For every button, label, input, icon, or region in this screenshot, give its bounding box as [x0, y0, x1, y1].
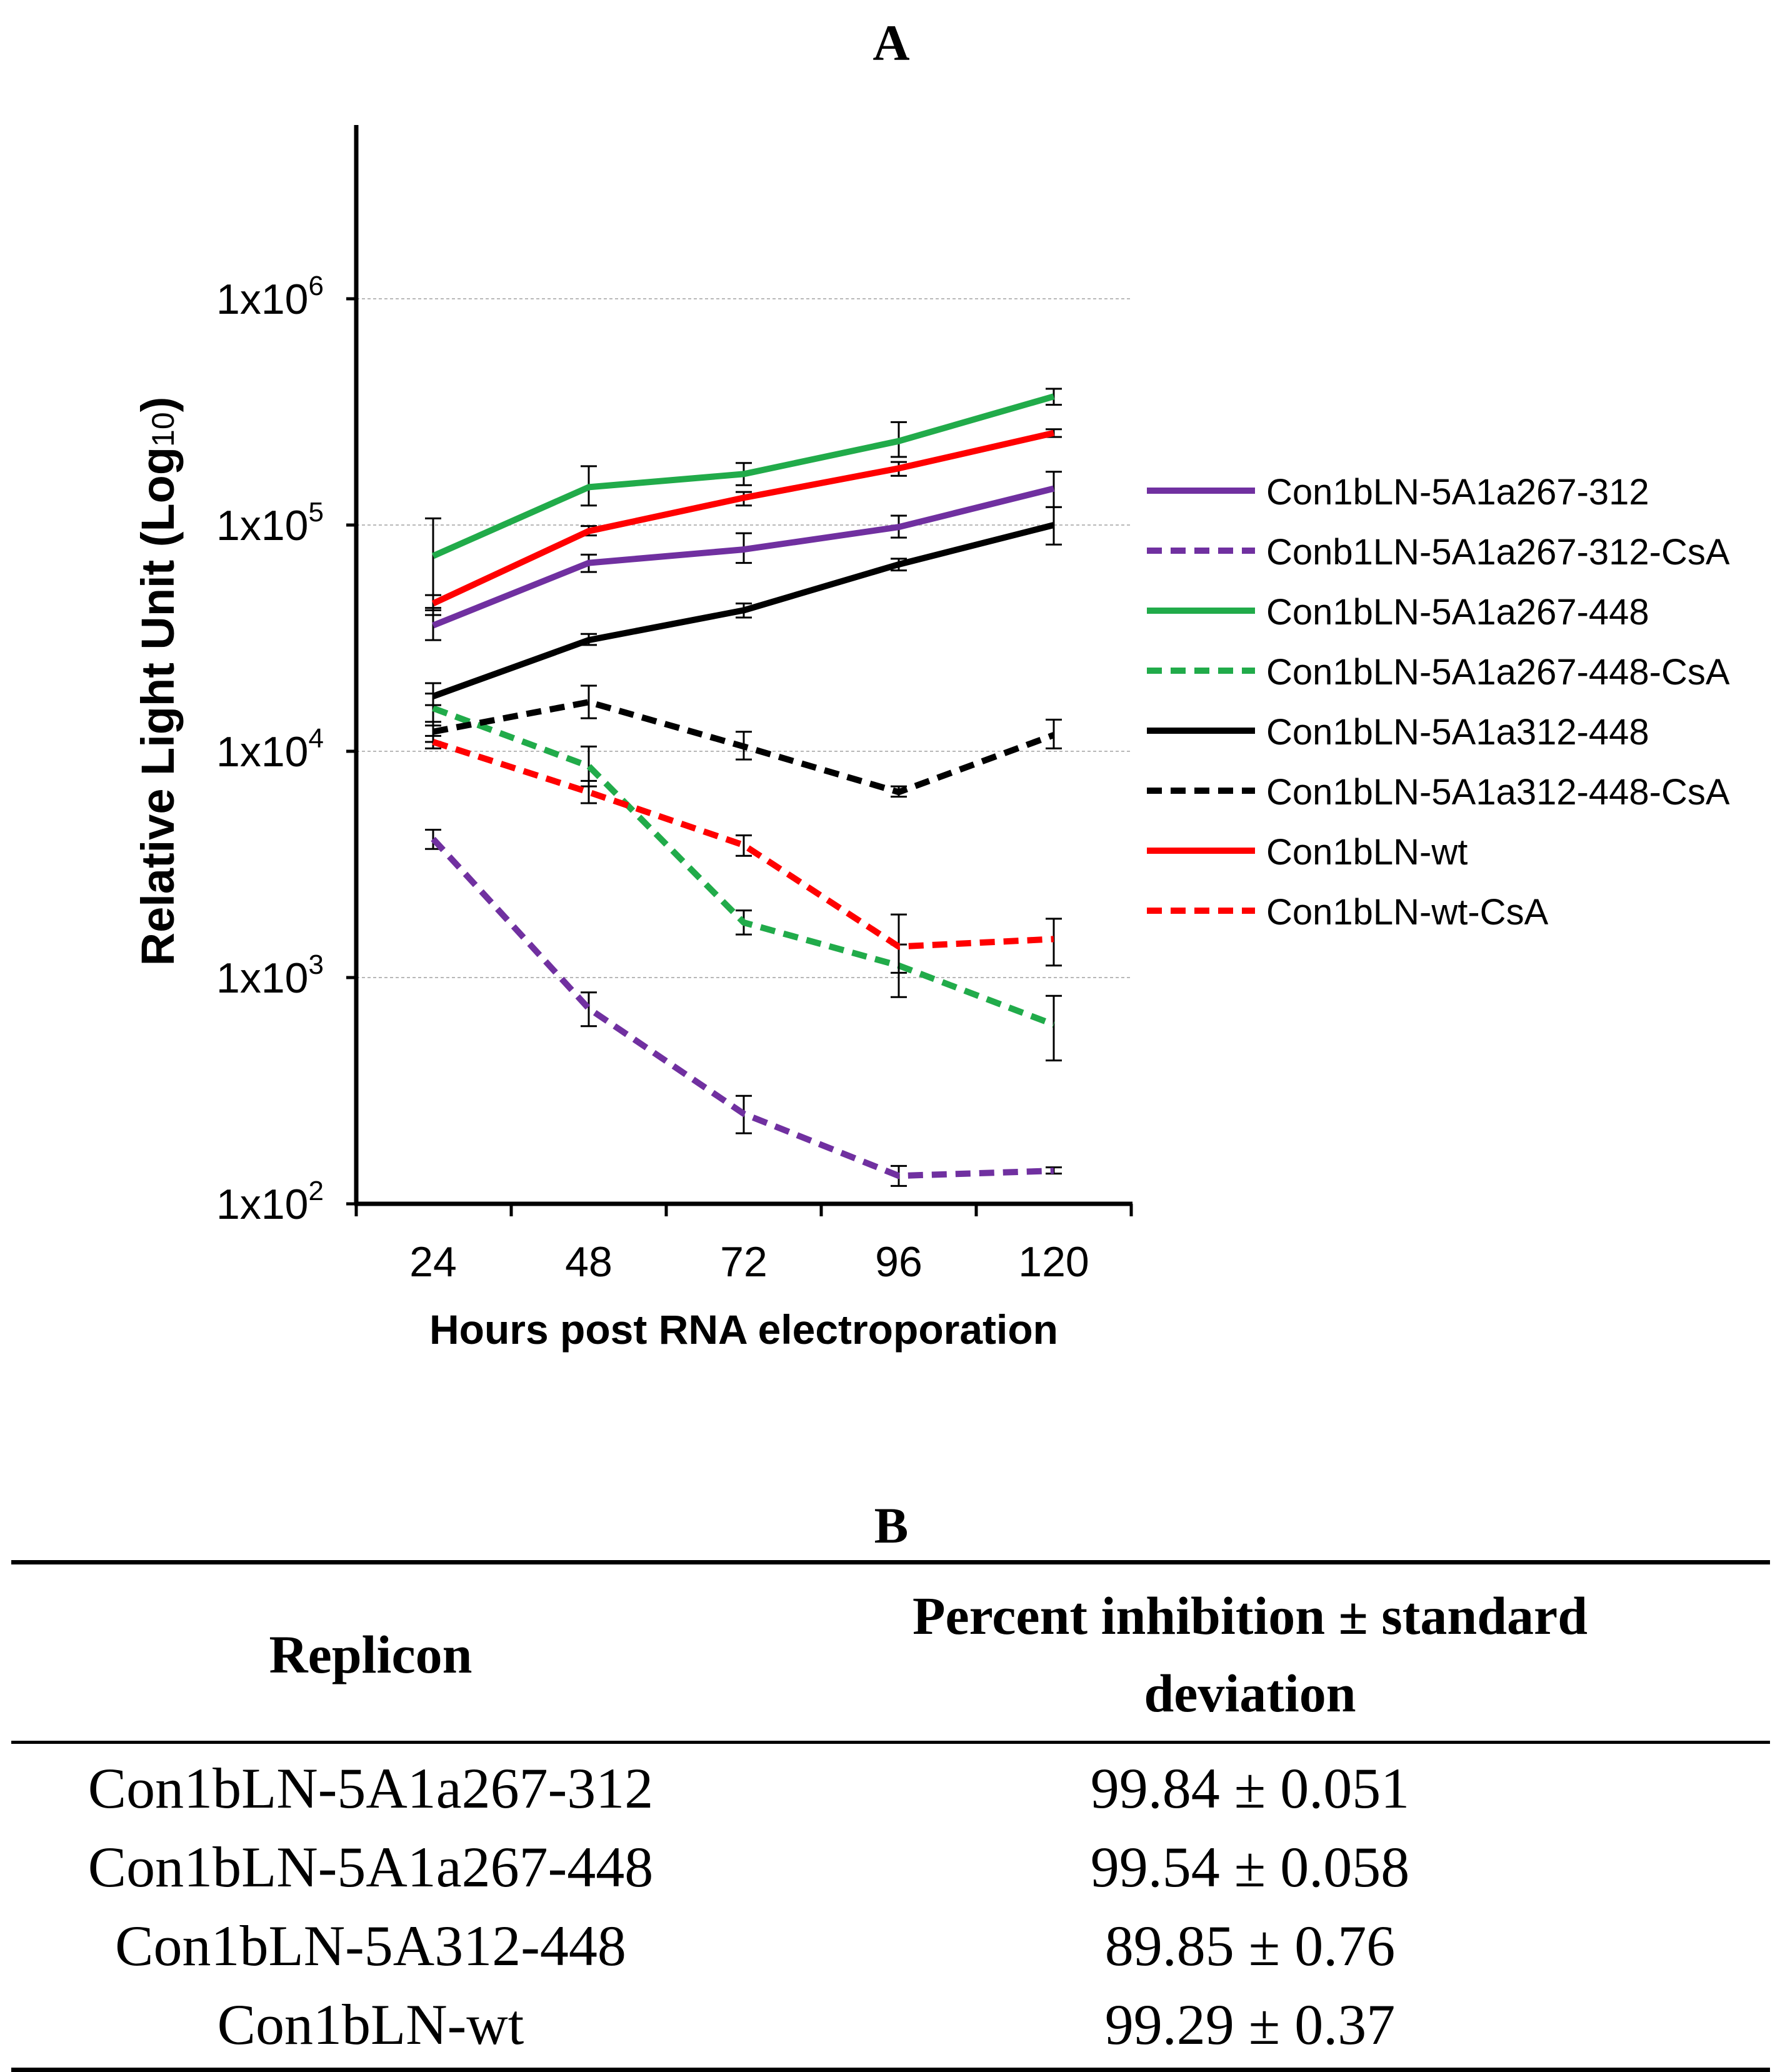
series-line: [431, 393, 1055, 559]
legend-item: Con1bLN-wt-CsA: [1147, 892, 1549, 933]
inhibition-cell: 99.54 ± 0.058: [1090, 1835, 1410, 1899]
x-tick-label: 72: [720, 1238, 768, 1286]
legend: Con1bLN-5A1a267-312 Conb1LN-5A1a267-312-C…: [1147, 472, 1730, 933]
gridlines: [356, 298, 1130, 978]
header-percent-inhibition: Percent inhibition ± standard deviation: [730, 1563, 1770, 1743]
inhibition-cell: 99.84 ± 0.051: [1090, 1756, 1410, 1820]
series-6: [425, 684, 1062, 798]
y-tick-base: 1x10: [216, 276, 308, 323]
x-tick-label: 48: [565, 1238, 612, 1286]
x-tick-label: 120: [1018, 1238, 1089, 1286]
table-row: Con1bLN-5A312-448 89.85 ± 0.76: [11, 1906, 1770, 1985]
legend-item: Con1bLN-5A1a312-448-CsA: [1147, 772, 1730, 813]
y-tick-label: 1x104: [216, 723, 324, 776]
legend-item: Con1bLN-5A1a312-448: [1147, 712, 1649, 753]
y-tick-label: 1x105: [216, 497, 324, 549]
x-tick-label: 24: [409, 1238, 457, 1286]
error-bar: [1046, 718, 1062, 749]
series: [425, 388, 1062, 1187]
y-tick-label: 1x102: [216, 1176, 324, 1228]
legend-label: Con1bLN-5A1a267-312: [1266, 472, 1649, 513]
series-5: [425, 506, 1062, 706]
legend-label: Con1bLN-wt-CsA: [1266, 892, 1549, 933]
x-axis-label: Hours post RNA electroporation: [429, 1306, 1058, 1353]
y-tick-exponent: 3: [309, 949, 324, 980]
series-line: [432, 699, 1055, 796]
legend-item: Con1bLN-wt: [1147, 832, 1468, 873]
legend-item: Con1bLN-5A1a267-448: [1147, 592, 1649, 633]
panel-b-label: B: [874, 1497, 909, 1554]
legend-label: Con1bLN-5A1a267-448: [1266, 592, 1649, 633]
series-8: [425, 734, 1062, 974]
table-row: Con1bLN-wt 99.29 ± 0.37: [11, 1985, 1770, 2070]
replicon-cell: Con1bLN-5A1a267-312: [88, 1756, 654, 1820]
legend-label: Con1bLN-5A1a312-448-CsA: [1266, 772, 1730, 813]
error-bar: [1046, 994, 1062, 1062]
panel-a-label: A: [872, 14, 910, 71]
table-header-row: Replicon Percent inhibition ± standard de…: [11, 1562, 1770, 1743]
y-tick-exponent: 2: [309, 1176, 324, 1206]
inhibition-cell: 89.85 ± 0.76: [1104, 1914, 1396, 1978]
legend-label: Con1bLN-5A1a267-448-CsA: [1266, 652, 1730, 693]
table-row: Con1bLN-5A1a267-312 99.84 ± 0.051: [11, 1743, 1770, 1828]
y-tick-exponent: 4: [309, 723, 324, 754]
y-tick-base: 1x10: [216, 728, 308, 776]
series-line: [431, 429, 1055, 607]
legend-item: Con1bLN-5A1a267-312: [1147, 472, 1649, 513]
legend-label: Con1bLN-wt: [1266, 832, 1468, 873]
legend-label: Conb1LN-5A1a267-312-CsA: [1266, 532, 1730, 573]
series-line: [432, 522, 1055, 699]
series-2: [425, 829, 1062, 1187]
error-bar: [581, 779, 597, 804]
series-line: [432, 705, 1055, 1028]
x-tick-label: 96: [875, 1238, 922, 1286]
replicon-cell: Con1bLN-wt: [217, 1993, 524, 2056]
y-tick-exponent: 6: [309, 271, 324, 301]
y-tick-label: 1x103: [216, 949, 324, 1002]
series-line: [432, 739, 1054, 950]
series-3: [425, 388, 1062, 609]
series-7: [425, 428, 1062, 616]
legend-item: Con1bLN-5A1a267-448-CsA: [1147, 652, 1730, 693]
replicon-cell: Con1bLN-5A312-448: [115, 1914, 626, 1978]
inhibition-cell: 99.29 ± 0.37: [1104, 1993, 1396, 2056]
header-replicon: Replicon: [269, 1624, 472, 1684]
y-tick-exponent: 5: [309, 497, 324, 528]
series-line: [432, 485, 1055, 629]
legend-item: Conb1LN-5A1a267-312-CsA: [1147, 532, 1730, 573]
replicon-cell: Con1bLN-5A1a267-448: [88, 1835, 654, 1899]
y-axis-label: Relative Light Unit (Log10): [132, 397, 184, 966]
y-tick-base: 1x10: [216, 1181, 308, 1228]
y-tick-base: 1x10: [216, 502, 308, 549]
error-bar: [581, 684, 597, 719]
y-tick-label: 1x106: [216, 271, 324, 323]
error-bar: [581, 991, 597, 1028]
axes: [354, 125, 1132, 1206]
error-bar: [736, 834, 752, 857]
header-inhibition-line1: Percent inhibition ± standard: [912, 1586, 1588, 1646]
header-inhibition-line2: deviation: [1144, 1663, 1356, 1723]
y-tick-base: 1x10: [216, 954, 308, 1002]
error-bar: [425, 594, 441, 616]
series-line: [431, 836, 1054, 1179]
table-row: Con1bLN-5A1a267-448 99.54 ± 0.058: [11, 1828, 1770, 1906]
inhibition-table: Replicon Percent inhibition ± standard de…: [11, 1560, 1770, 2072]
legend-label: Con1bLN-5A1a312-448: [1266, 712, 1649, 753]
x-ticks: 24 48 72 96 120: [354, 1204, 1133, 1286]
